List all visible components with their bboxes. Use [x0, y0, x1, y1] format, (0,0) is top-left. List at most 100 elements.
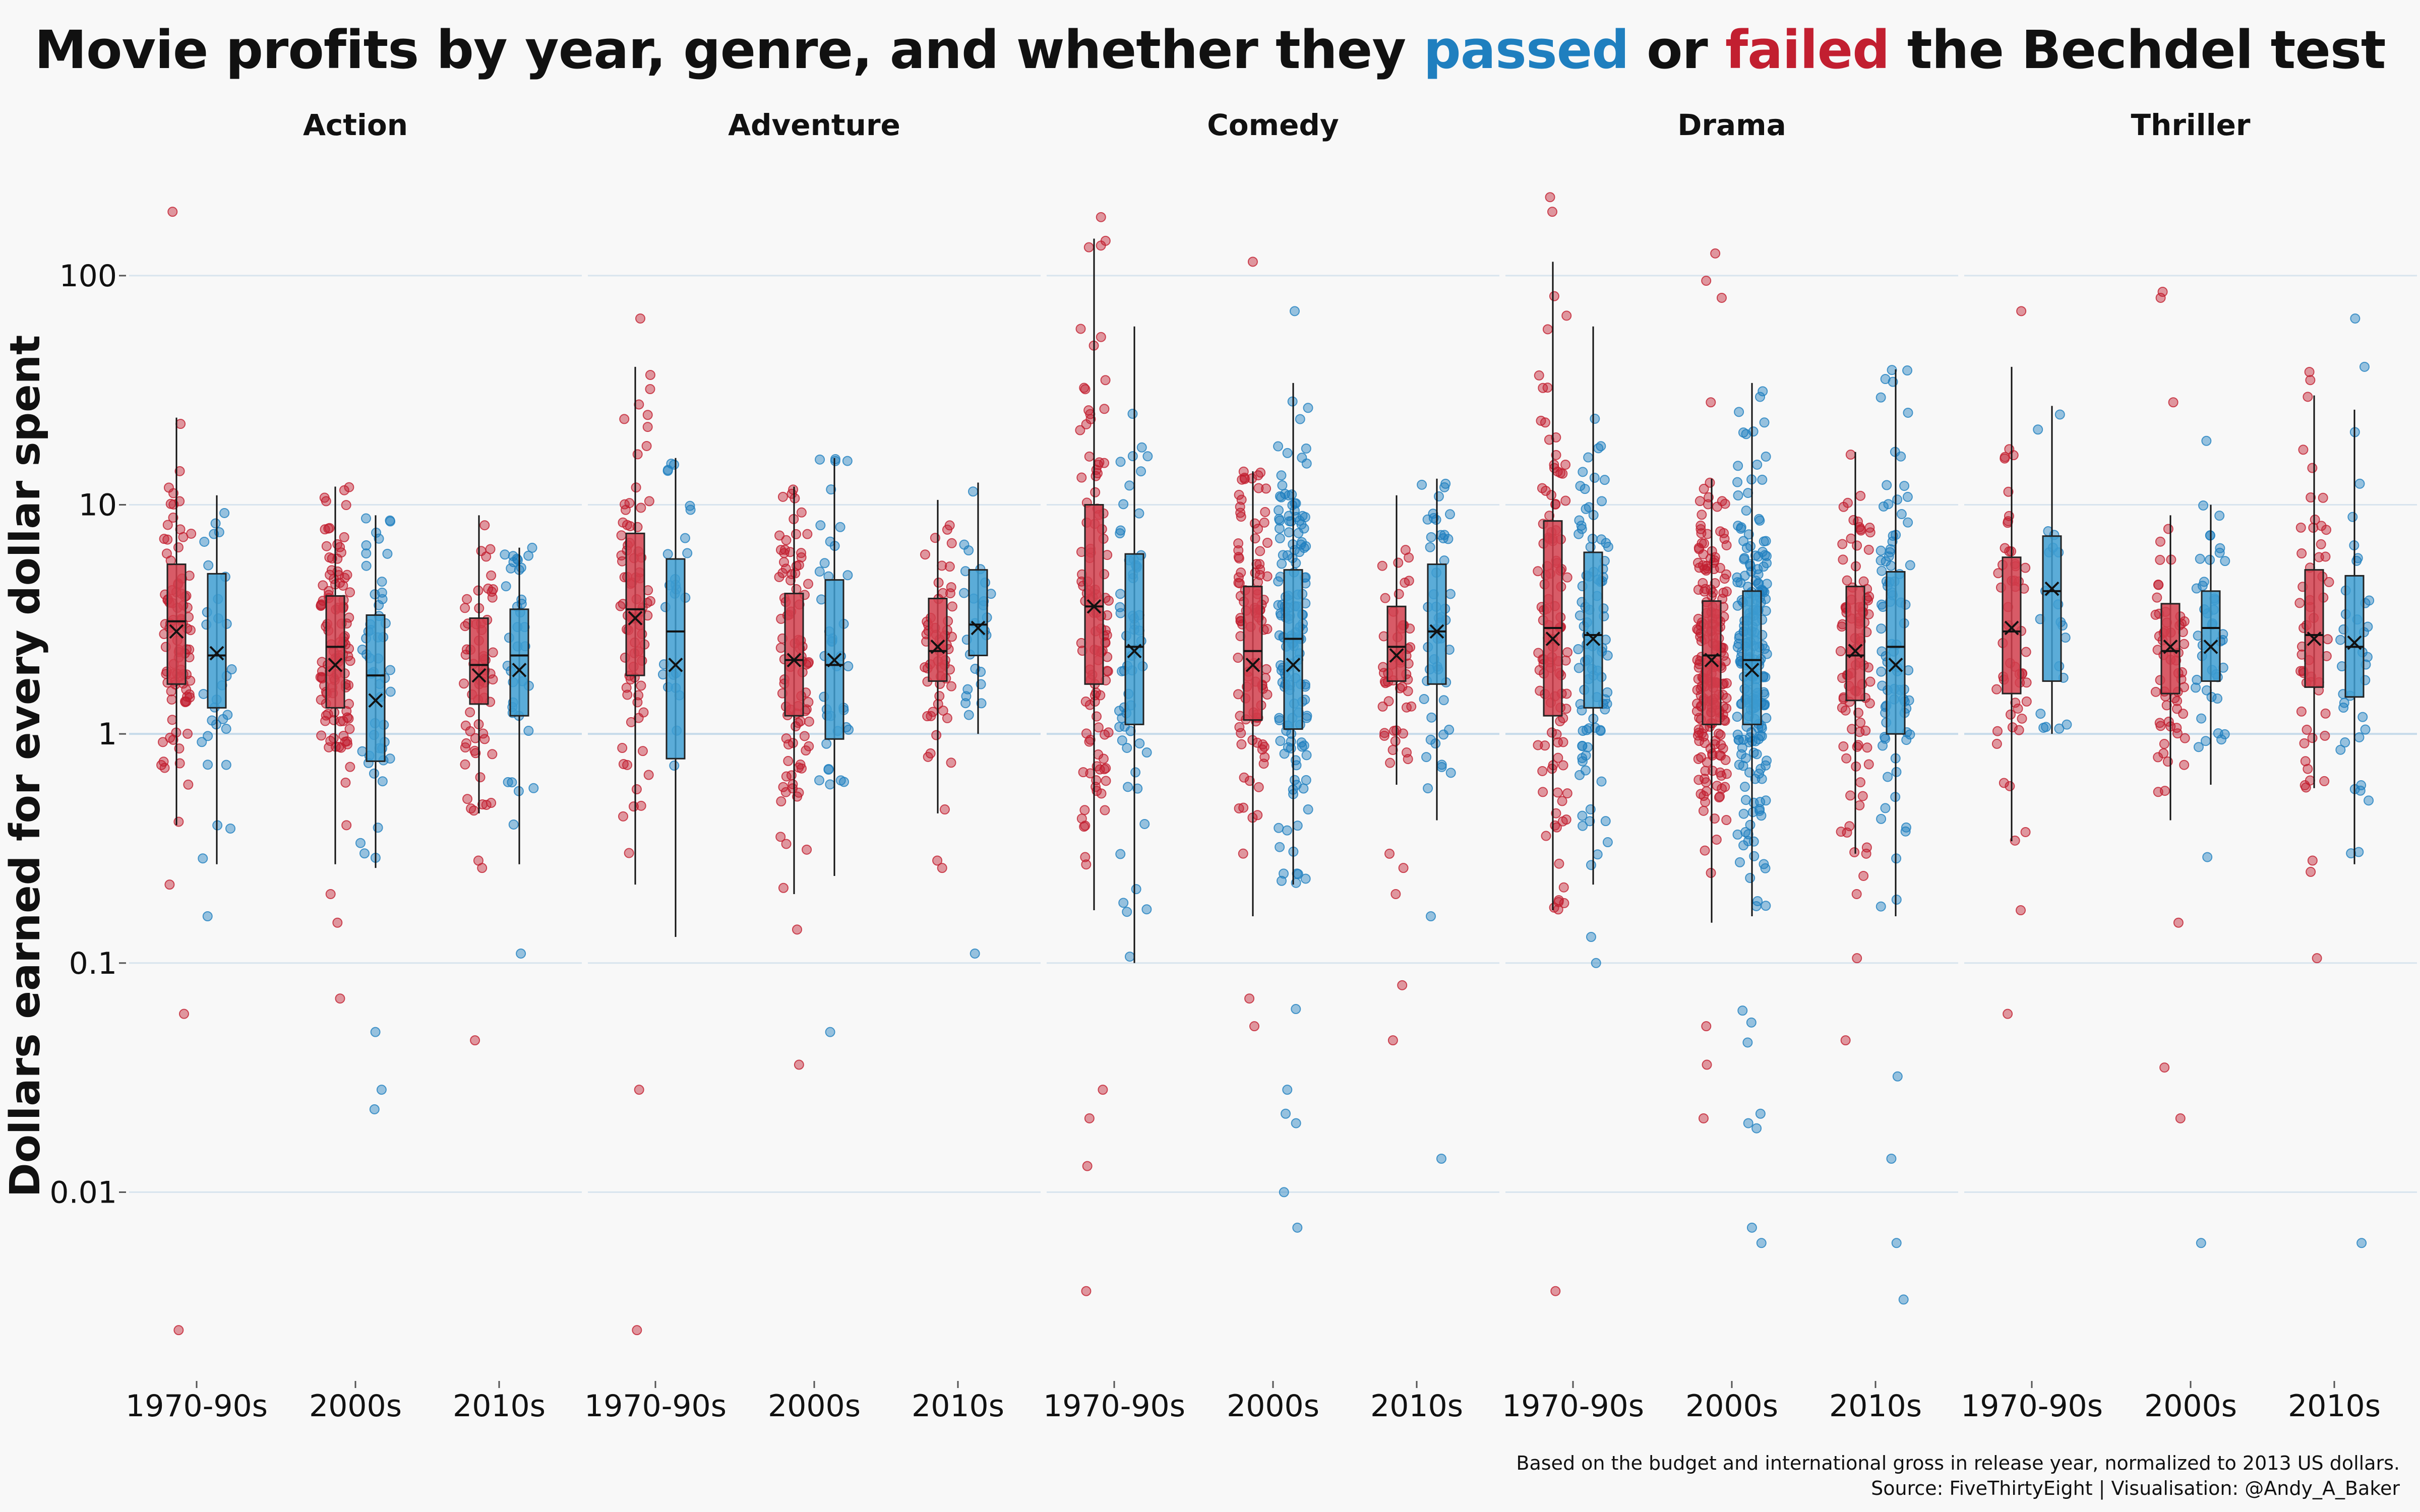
outlier-point	[1591, 958, 1601, 968]
outlier-point	[2016, 905, 2026, 916]
outlier-point	[1098, 1085, 1108, 1095]
data-point	[1234, 722, 1245, 732]
data-point	[385, 516, 396, 527]
data-point	[631, 482, 641, 493]
outlier-point	[1426, 911, 1436, 922]
outlier-point	[1084, 1113, 1095, 1123]
data-point	[816, 594, 827, 605]
data-point	[1580, 765, 1591, 776]
data-point	[1574, 663, 1584, 673]
data-point	[2319, 776, 2330, 786]
data-point	[486, 570, 497, 581]
data-point	[1999, 778, 2009, 788]
data-point	[1711, 834, 1722, 845]
data-point	[460, 650, 471, 660]
data-point	[802, 529, 813, 539]
data-point	[1705, 743, 1716, 754]
data-point	[361, 560, 372, 571]
x-tick-label: 2010s	[453, 1389, 546, 1424]
data-point	[516, 594, 527, 605]
data-point	[976, 698, 987, 709]
outlier-point	[1710, 248, 1721, 259]
data-point	[1758, 386, 1768, 397]
data-point	[1756, 764, 1766, 774]
mean-marker-action-2000s-passed	[368, 693, 383, 708]
outlier-point	[1545, 192, 1555, 203]
data-point	[488, 674, 498, 685]
data-point	[1696, 789, 1706, 799]
data-point	[1886, 560, 1896, 571]
data-point	[1400, 545, 1411, 555]
data-point	[1301, 750, 1312, 761]
data-point	[2316, 539, 2326, 549]
data-point	[2296, 706, 2307, 717]
data-point	[669, 761, 680, 771]
data-point	[1118, 898, 1129, 908]
data-point	[2179, 760, 2190, 770]
box-comedy-2000s-failed	[1243, 586, 1263, 721]
data-point	[173, 816, 184, 827]
data-point	[2212, 694, 2223, 704]
data-point	[1838, 741, 1849, 751]
outlier-point	[2175, 1113, 2186, 1123]
data-point	[631, 784, 642, 795]
data-point	[947, 601, 957, 612]
data-point	[1377, 560, 1387, 571]
data-point	[1749, 851, 1760, 861]
data-point	[344, 724, 355, 734]
data-point	[636, 680, 646, 691]
data-point	[2300, 756, 2311, 767]
data-point	[825, 779, 835, 790]
data-point	[1562, 572, 1572, 583]
box-adventure-2010s-passed	[968, 569, 988, 656]
data-point	[344, 612, 354, 623]
data-point	[462, 794, 473, 804]
mean-marker-action-2010s-failed	[471, 668, 487, 683]
data-point	[1583, 452, 1594, 463]
data-point	[1848, 515, 1859, 525]
data-point	[791, 584, 802, 595]
data-point	[1721, 769, 1732, 779]
data-point	[173, 542, 184, 553]
data-point	[843, 724, 854, 735]
data-point	[1734, 760, 1744, 770]
data-point	[1244, 776, 1255, 786]
data-point	[1118, 499, 1129, 510]
data-point	[1236, 739, 1247, 749]
data-point	[1602, 650, 1613, 661]
data-point	[2153, 580, 2163, 590]
data-point	[803, 579, 814, 589]
data-point	[221, 724, 231, 734]
outlier-point	[1891, 1238, 1902, 1248]
data-point	[2360, 724, 2371, 735]
data-point	[1562, 647, 1572, 658]
outlier-point	[1756, 1238, 1767, 1248]
data-point	[1584, 723, 1594, 734]
data-point	[1080, 821, 1091, 831]
data-point	[1732, 572, 1742, 583]
data-point	[1438, 729, 1449, 740]
data-point	[1721, 678, 1732, 688]
data-point	[2060, 633, 2071, 643]
data-point	[2150, 609, 2161, 620]
box-layer	[166, 238, 2365, 963]
outlier-point	[1751, 1123, 1762, 1133]
data-point	[1739, 554, 1749, 564]
data-point	[345, 762, 355, 772]
data-point	[167, 715, 177, 725]
data-point	[459, 678, 469, 689]
mean-marker-adventure-2000s-passed	[827, 653, 842, 668]
data-point	[1444, 509, 1455, 520]
data-point	[1863, 759, 1874, 770]
data-point	[1099, 404, 1110, 414]
data-point	[166, 694, 177, 705]
data-point	[1585, 816, 1595, 827]
outlier-point	[2312, 953, 2322, 964]
data-point	[1090, 487, 1101, 497]
outlier-point	[2157, 287, 2168, 297]
data-point	[1740, 827, 1750, 838]
data-point	[1115, 525, 1126, 536]
data-point	[1300, 873, 1311, 884]
data-point	[1715, 526, 1726, 537]
mean-marker-thriller-2000s-passed	[2203, 639, 2218, 654]
